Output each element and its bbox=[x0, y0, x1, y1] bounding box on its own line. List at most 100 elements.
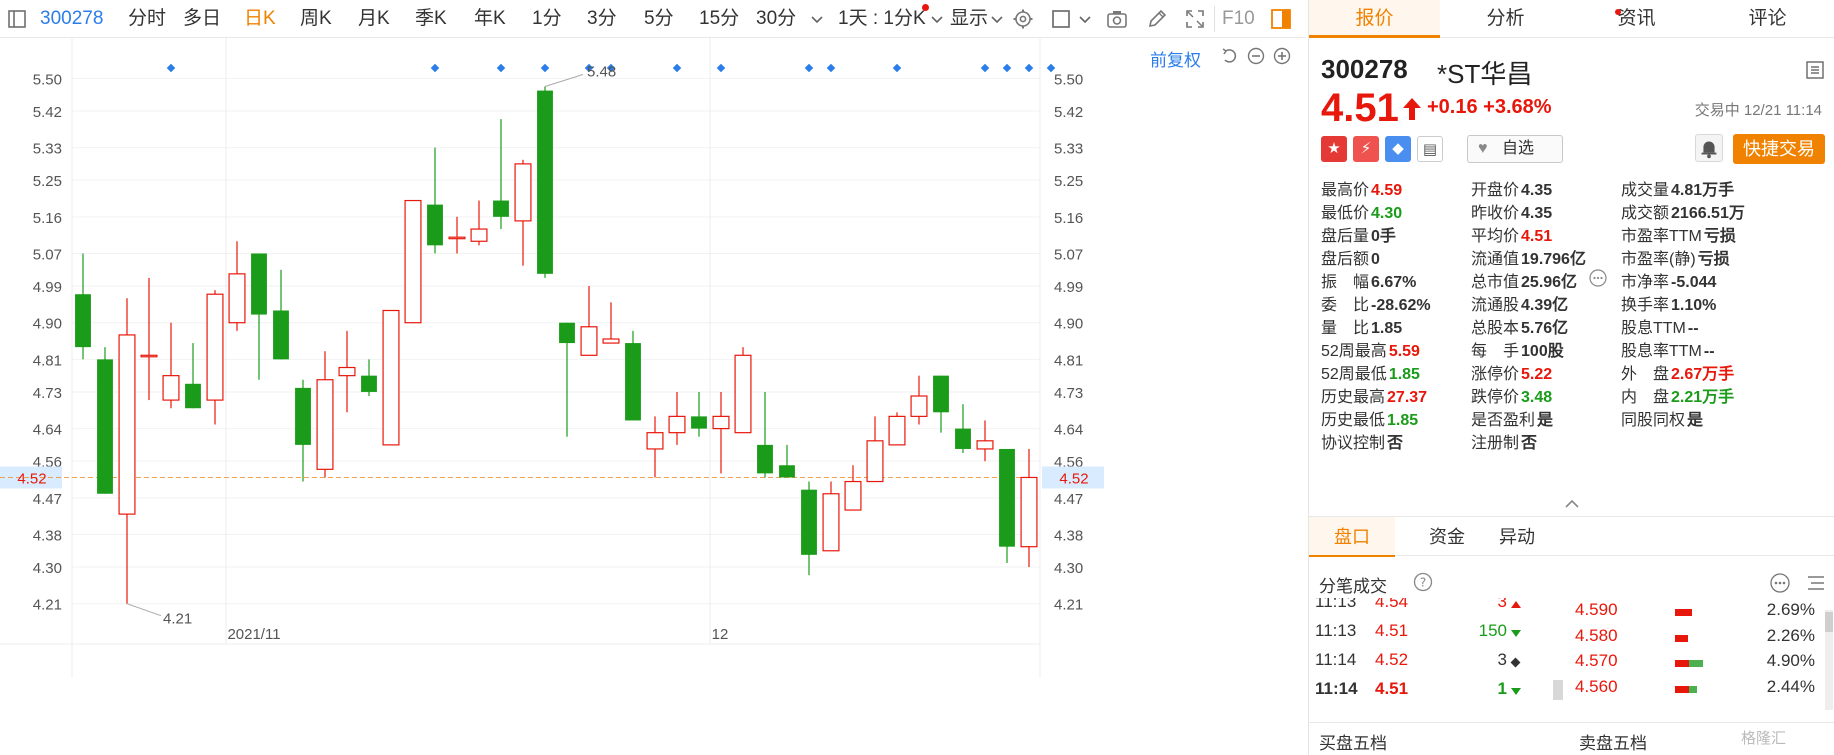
y-tick-label-left: 5.42 bbox=[33, 104, 62, 121]
candle-body-down bbox=[427, 204, 443, 246]
candle-body-up bbox=[866, 440, 884, 483]
quote-row: 52周最高 5.59 每 手 100股 股息率TTM -- bbox=[1321, 337, 1831, 362]
candle-body-down bbox=[933, 375, 949, 413]
more-icon[interactable] bbox=[1769, 572, 1791, 594]
help-icon[interactable]: ? bbox=[1413, 572, 1433, 592]
quote-cell: 同股同权是 bbox=[1621, 406, 1703, 430]
display-menu[interactable]: 显示 bbox=[950, 8, 989, 29]
tick-price: 4.51 bbox=[1375, 679, 1409, 698]
quote-cell: 股息TTM -- bbox=[1621, 314, 1699, 338]
chevron-down-icon[interactable] bbox=[806, 9, 823, 31]
quote-value: 25.96亿 bbox=[1521, 274, 1578, 291]
candle-body-up bbox=[646, 432, 664, 450]
high-price-label: 5.48 bbox=[587, 64, 616, 81]
add-watchlist-button[interactable]: ♥ 自选 bbox=[1467, 135, 1563, 163]
tab-15min[interactable]: 15分 bbox=[699, 8, 740, 29]
y-tick-label-right: 4.21 bbox=[1054, 597, 1083, 614]
stock-code-link[interactable]: 300278 bbox=[40, 8, 104, 29]
book-percent: 2.26% bbox=[1766, 625, 1815, 645]
tab-duori[interactable]: 多日 bbox=[183, 8, 222, 29]
zoom-in-icon[interactable] bbox=[1272, 46, 1292, 66]
detail-list-icon[interactable] bbox=[1805, 60, 1825, 80]
quote-value: 1.10% bbox=[1671, 297, 1717, 314]
range-select[interactable]: 1天 : 1分K bbox=[838, 8, 926, 29]
note-icon[interactable]: ▤ bbox=[1417, 136, 1443, 162]
tab-pankou[interactable]: 盘口 bbox=[1309, 517, 1395, 557]
panel-icon[interactable] bbox=[1270, 8, 1292, 30]
candle-body-up bbox=[338, 366, 356, 377]
quote-value: -28.62% bbox=[1371, 297, 1431, 314]
tab-year-k[interactable]: 年K bbox=[474, 8, 506, 29]
quote-label: 平均价 bbox=[1471, 228, 1520, 245]
quote-value: 2.67万手 bbox=[1671, 366, 1735, 383]
square-icon[interactable] bbox=[1050, 8, 1072, 30]
quote-label: 盘后额 bbox=[1321, 251, 1370, 268]
current-price-label-left: 4.52 bbox=[17, 470, 46, 487]
quote-row: 协议控制否注册制否 bbox=[1321, 429, 1831, 454]
event-marker-icon bbox=[804, 63, 814, 73]
candle-body-down bbox=[493, 200, 509, 217]
quote-label: 协议控制 bbox=[1321, 435, 1386, 452]
book-percent: 2.69% bbox=[1766, 600, 1815, 619]
gear-icon[interactable] bbox=[1012, 8, 1034, 30]
quote-value: 19.796亿 bbox=[1521, 251, 1586, 268]
y-tick-label-left: 5.16 bbox=[33, 210, 62, 227]
ticks-and-book: 11:13 4.54 3 11:13 4.51 150 11:14 4.52 3 11:14 4.5… bbox=[1309, 598, 1834, 720]
tab-zijin[interactable]: 资金 bbox=[1429, 527, 1465, 547]
tick-time: 11:13 bbox=[1315, 598, 1357, 611]
quote-cell: 委 比 -28.62% bbox=[1321, 291, 1431, 315]
tab-month-k[interactable]: 月K bbox=[358, 8, 390, 29]
kline-svg[interactable]: 5.50 5.50 5.42 5.42 5.33 5.33 5.25 5.25 5.16 5.16… bbox=[0, 38, 1306, 755]
more-icon[interactable] bbox=[1589, 269, 1607, 292]
scrollbar[interactable] bbox=[1825, 610, 1833, 710]
undo-icon[interactable] bbox=[1220, 46, 1240, 66]
candle-body-down bbox=[559, 322, 575, 344]
chevron-down-icon[interactable] bbox=[1074, 9, 1091, 31]
y-tick-label-right: 4.38 bbox=[1054, 527, 1083, 544]
tab-3min[interactable]: 3分 bbox=[587, 8, 617, 29]
adjust-mode-button[interactable]: 前复权 bbox=[1150, 51, 1201, 70]
tab-week-k[interactable]: 周K bbox=[300, 8, 332, 29]
kline-chart[interactable]: 5.50 5.50 5.42 5.42 5.33 5.33 5.25 5.25 5.16 5.16… bbox=[0, 38, 1306, 755]
sidebar-toggle-icon[interactable] bbox=[6, 8, 28, 30]
chevron-up-icon[interactable] bbox=[1564, 496, 1580, 508]
tab-yidong[interactable]: 异动 bbox=[1499, 527, 1535, 547]
tick-volume: 150 bbox=[1478, 621, 1507, 640]
zoom-out-icon[interactable] bbox=[1246, 46, 1266, 66]
f10-button[interactable]: F10 bbox=[1222, 8, 1255, 29]
quote-row: 最低价 4.30 昨收价 4.35 成交额 2166.51万 bbox=[1321, 199, 1831, 224]
fullscreen-icon[interactable] bbox=[1184, 8, 1206, 30]
candle-body-down bbox=[691, 416, 707, 429]
tab-analysis[interactable]: 分析 bbox=[1486, 8, 1525, 29]
tab-1min[interactable]: 1分 bbox=[532, 8, 562, 29]
pencil-icon[interactable] bbox=[1146, 8, 1168, 30]
quote-label: 内 盘 bbox=[1621, 389, 1670, 406]
tab-fenshi[interactable]: 分时 bbox=[128, 8, 167, 29]
tab-30min[interactable]: 30分 bbox=[756, 8, 797, 29]
camera-icon[interactable] bbox=[1106, 8, 1128, 30]
arrow-up-icon bbox=[1401, 96, 1423, 122]
menu-icon[interactable] bbox=[1805, 572, 1827, 594]
china-flag-icon[interactable]: ★ bbox=[1321, 136, 1347, 162]
tab-day-k[interactable]: 日K bbox=[244, 8, 276, 29]
quote-cell: 总市值 25.96亿 bbox=[1471, 268, 1577, 292]
y-tick-label-right: 4.73 bbox=[1054, 385, 1083, 402]
tab-quote[interactable]: 报价 bbox=[1309, 0, 1440, 38]
quote-row: 量 比 1.85 总股本 5.76亿 股息TTM -- bbox=[1321, 314, 1831, 339]
bell-icon[interactable] bbox=[1695, 134, 1723, 162]
quote-value: 4.39亿 bbox=[1521, 297, 1569, 314]
tab-season-k[interactable]: 季K bbox=[415, 8, 447, 29]
tab-comments[interactable]: 评论 bbox=[1748, 8, 1787, 29]
event-marker-icon bbox=[166, 63, 176, 73]
tab-news[interactable]: 资讯 bbox=[1617, 8, 1656, 29]
tab-5min[interactable]: 5分 bbox=[644, 8, 674, 29]
chevron-down-icon[interactable] bbox=[926, 9, 943, 31]
tick-time: 11:14 bbox=[1315, 679, 1358, 698]
tag-icon[interactable]: ◆ bbox=[1385, 136, 1411, 162]
ticks-scroll-thumb[interactable] bbox=[1553, 680, 1563, 700]
candle-body-down bbox=[779, 465, 795, 478]
quick-trade-button[interactable]: 快捷交易 bbox=[1733, 134, 1825, 164]
level-icon[interactable]: ⚡ bbox=[1353, 136, 1379, 162]
current-price-label-right: 4.52 bbox=[1059, 470, 1088, 487]
chevron-down-icon[interactable] bbox=[986, 9, 1003, 31]
